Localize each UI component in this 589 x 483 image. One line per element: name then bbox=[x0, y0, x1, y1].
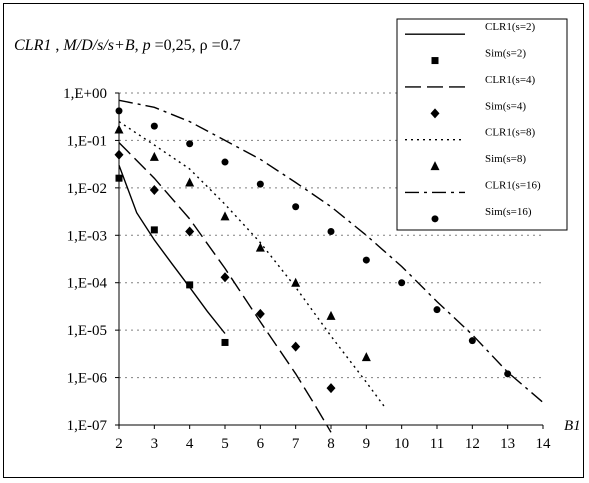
title-part-a: CLR1 bbox=[14, 37, 51, 54]
x-tick-label: 4 bbox=[186, 436, 194, 452]
legend-swatch-marker bbox=[431, 215, 439, 223]
title-part-d: , bbox=[135, 37, 143, 54]
x-tick-label: 9 bbox=[363, 436, 371, 452]
y-tick-label: 1,E-06 bbox=[67, 371, 108, 387]
series-point-3 bbox=[255, 308, 265, 319]
series-point-5 bbox=[185, 177, 195, 187]
x-tick-label: 14 bbox=[536, 436, 552, 452]
legend-label: CLR1(s=16) bbox=[485, 179, 541, 191]
series-point-3 bbox=[220, 272, 230, 283]
legend-swatch-marker bbox=[431, 57, 439, 65]
x-tick-label: 8 bbox=[327, 436, 335, 452]
series-point-7 bbox=[292, 203, 300, 211]
series-point-7 bbox=[504, 370, 512, 378]
legend-label: CLR1(s=8) bbox=[485, 127, 536, 139]
y-tick-label: 1,E-04 bbox=[67, 276, 108, 292]
legend-label: Sim(s=4) bbox=[485, 100, 526, 112]
x-tick-label: 6 bbox=[257, 436, 265, 452]
legend: CLR1(s=2) Sim(s=2) CLR1(s=4) Sim(s=4) CLR1(s… bbox=[396, 18, 568, 231]
grid-lines bbox=[119, 92, 543, 379]
series-point-3 bbox=[291, 341, 301, 352]
series-point-7 bbox=[150, 122, 158, 130]
series-point-1 bbox=[115, 174, 123, 182]
series-point-7 bbox=[256, 180, 264, 188]
series-point-3 bbox=[326, 383, 336, 394]
series-point-5 bbox=[255, 242, 265, 252]
series-line-4 bbox=[118, 121, 385, 407]
series-point-7 bbox=[433, 306, 441, 314]
series-point-5 bbox=[149, 151, 159, 161]
title-part-f: =0,25, bbox=[151, 37, 200, 54]
y-tick-label: 1,E-07 bbox=[67, 418, 108, 434]
series-point-1 bbox=[186, 281, 194, 289]
series-point-5 bbox=[220, 211, 230, 221]
x-tick-label: 11 bbox=[430, 436, 444, 452]
y-tick-label: 1,E-03 bbox=[67, 228, 107, 244]
series-layer bbox=[114, 99, 544, 433]
title-part-c: M/D/s/s+B bbox=[62, 37, 134, 54]
series-point-7 bbox=[398, 279, 406, 287]
series-point-7 bbox=[221, 158, 229, 166]
x-tick-label: 7 bbox=[292, 436, 300, 452]
title-part-h: =0.7 bbox=[208, 37, 241, 54]
series-point-3 bbox=[185, 226, 195, 237]
legend-swatch-marker bbox=[430, 161, 440, 171]
series-line-0 bbox=[118, 164, 226, 334]
x-tick-label: 3 bbox=[151, 436, 159, 452]
series-point-5 bbox=[114, 124, 124, 134]
chart-svg: CLR1 , M/D/s/s+B, p =0,25, ρ =0.7 1,E-07… bbox=[14, 18, 581, 452]
series-point-1 bbox=[150, 226, 158, 234]
legend-label: Sim(s=2) bbox=[485, 48, 526, 60]
axes bbox=[115, 92, 544, 429]
series-point-1 bbox=[221, 338, 229, 346]
series-point-7 bbox=[115, 107, 123, 115]
series-point-5 bbox=[361, 352, 371, 362]
series-point-3 bbox=[149, 185, 159, 196]
x-tick-label: 12 bbox=[465, 436, 480, 452]
series-point-5 bbox=[326, 310, 336, 320]
legend-label: Sim(s=8) bbox=[485, 153, 526, 165]
tick-labels: 1,E-07 1,E-06 1,E-05 1,E-04 1,E-03 1,E-02 1,E-… bbox=[63, 86, 551, 452]
x-tick-label: 10 bbox=[394, 436, 409, 452]
series-point-5 bbox=[291, 277, 301, 287]
chart-title: CLR1 , M/D/s/s+B, p =0,25, ρ =0.7 bbox=[14, 37, 241, 54]
legend-label: Sim(s=16) bbox=[485, 206, 532, 218]
series-point-7 bbox=[468, 337, 476, 345]
title-part-b: , bbox=[51, 37, 63, 54]
x-tick-label: 13 bbox=[500, 436, 515, 452]
series-point-3 bbox=[114, 149, 124, 160]
series-line-2 bbox=[118, 142, 332, 433]
x-tick-label: 5 bbox=[221, 436, 229, 452]
legend-swatch-marker bbox=[430, 108, 440, 119]
y-tick-label: 1,E-02 bbox=[67, 181, 107, 197]
series-point-7 bbox=[362, 256, 370, 264]
legend-box bbox=[396, 18, 568, 231]
y-tick-label: 1,E-01 bbox=[67, 133, 107, 149]
title-part-e: p bbox=[142, 37, 151, 54]
legend-label: CLR1(s=2) bbox=[485, 21, 536, 33]
series-point-7 bbox=[186, 140, 194, 148]
y-tick-label: 1,E-05 bbox=[67, 323, 107, 339]
x-axis-label: B1 bbox=[564, 418, 581, 434]
title-part-g: ρ bbox=[200, 37, 208, 54]
series-point-7 bbox=[327, 228, 335, 236]
series-line-6 bbox=[118, 99, 544, 403]
chart-frame: CLR1 , M/D/s/s+B, p =0,25, ρ =0.7 1,E-07… bbox=[3, 3, 584, 478]
y-tick-label: 1,E+00 bbox=[63, 86, 107, 102]
x-tick-label: 2 bbox=[115, 436, 123, 452]
legend-label: CLR1(s=4) bbox=[485, 74, 536, 86]
